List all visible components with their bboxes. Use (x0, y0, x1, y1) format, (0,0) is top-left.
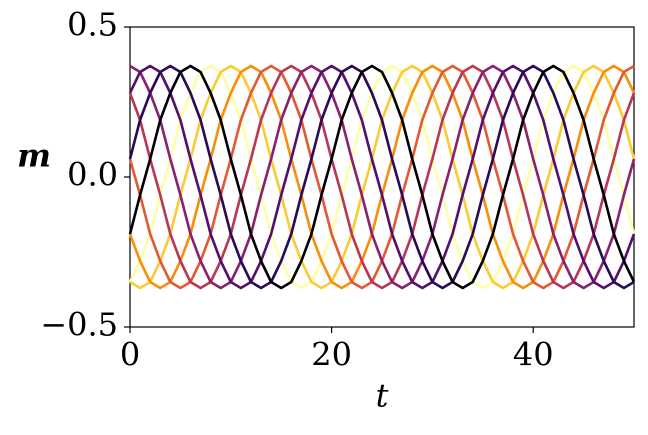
y-tick-label: −0.5 (40, 306, 118, 344)
x-tick-label: 20 (311, 336, 352, 374)
x-axis-label: t (376, 377, 389, 415)
series-line (128, 64, 636, 290)
y-axis-label: m (17, 137, 51, 175)
x-tick-label: 0 (120, 336, 140, 374)
y-tick-label: 0.5 (67, 6, 118, 44)
y-tick-label: 0.0 (67, 156, 118, 194)
series-line (128, 64, 636, 290)
series-line (128, 64, 635, 290)
x-tick-label: 40 (513, 336, 554, 374)
series-line (128, 64, 636, 290)
series-line (129, 64, 636, 290)
